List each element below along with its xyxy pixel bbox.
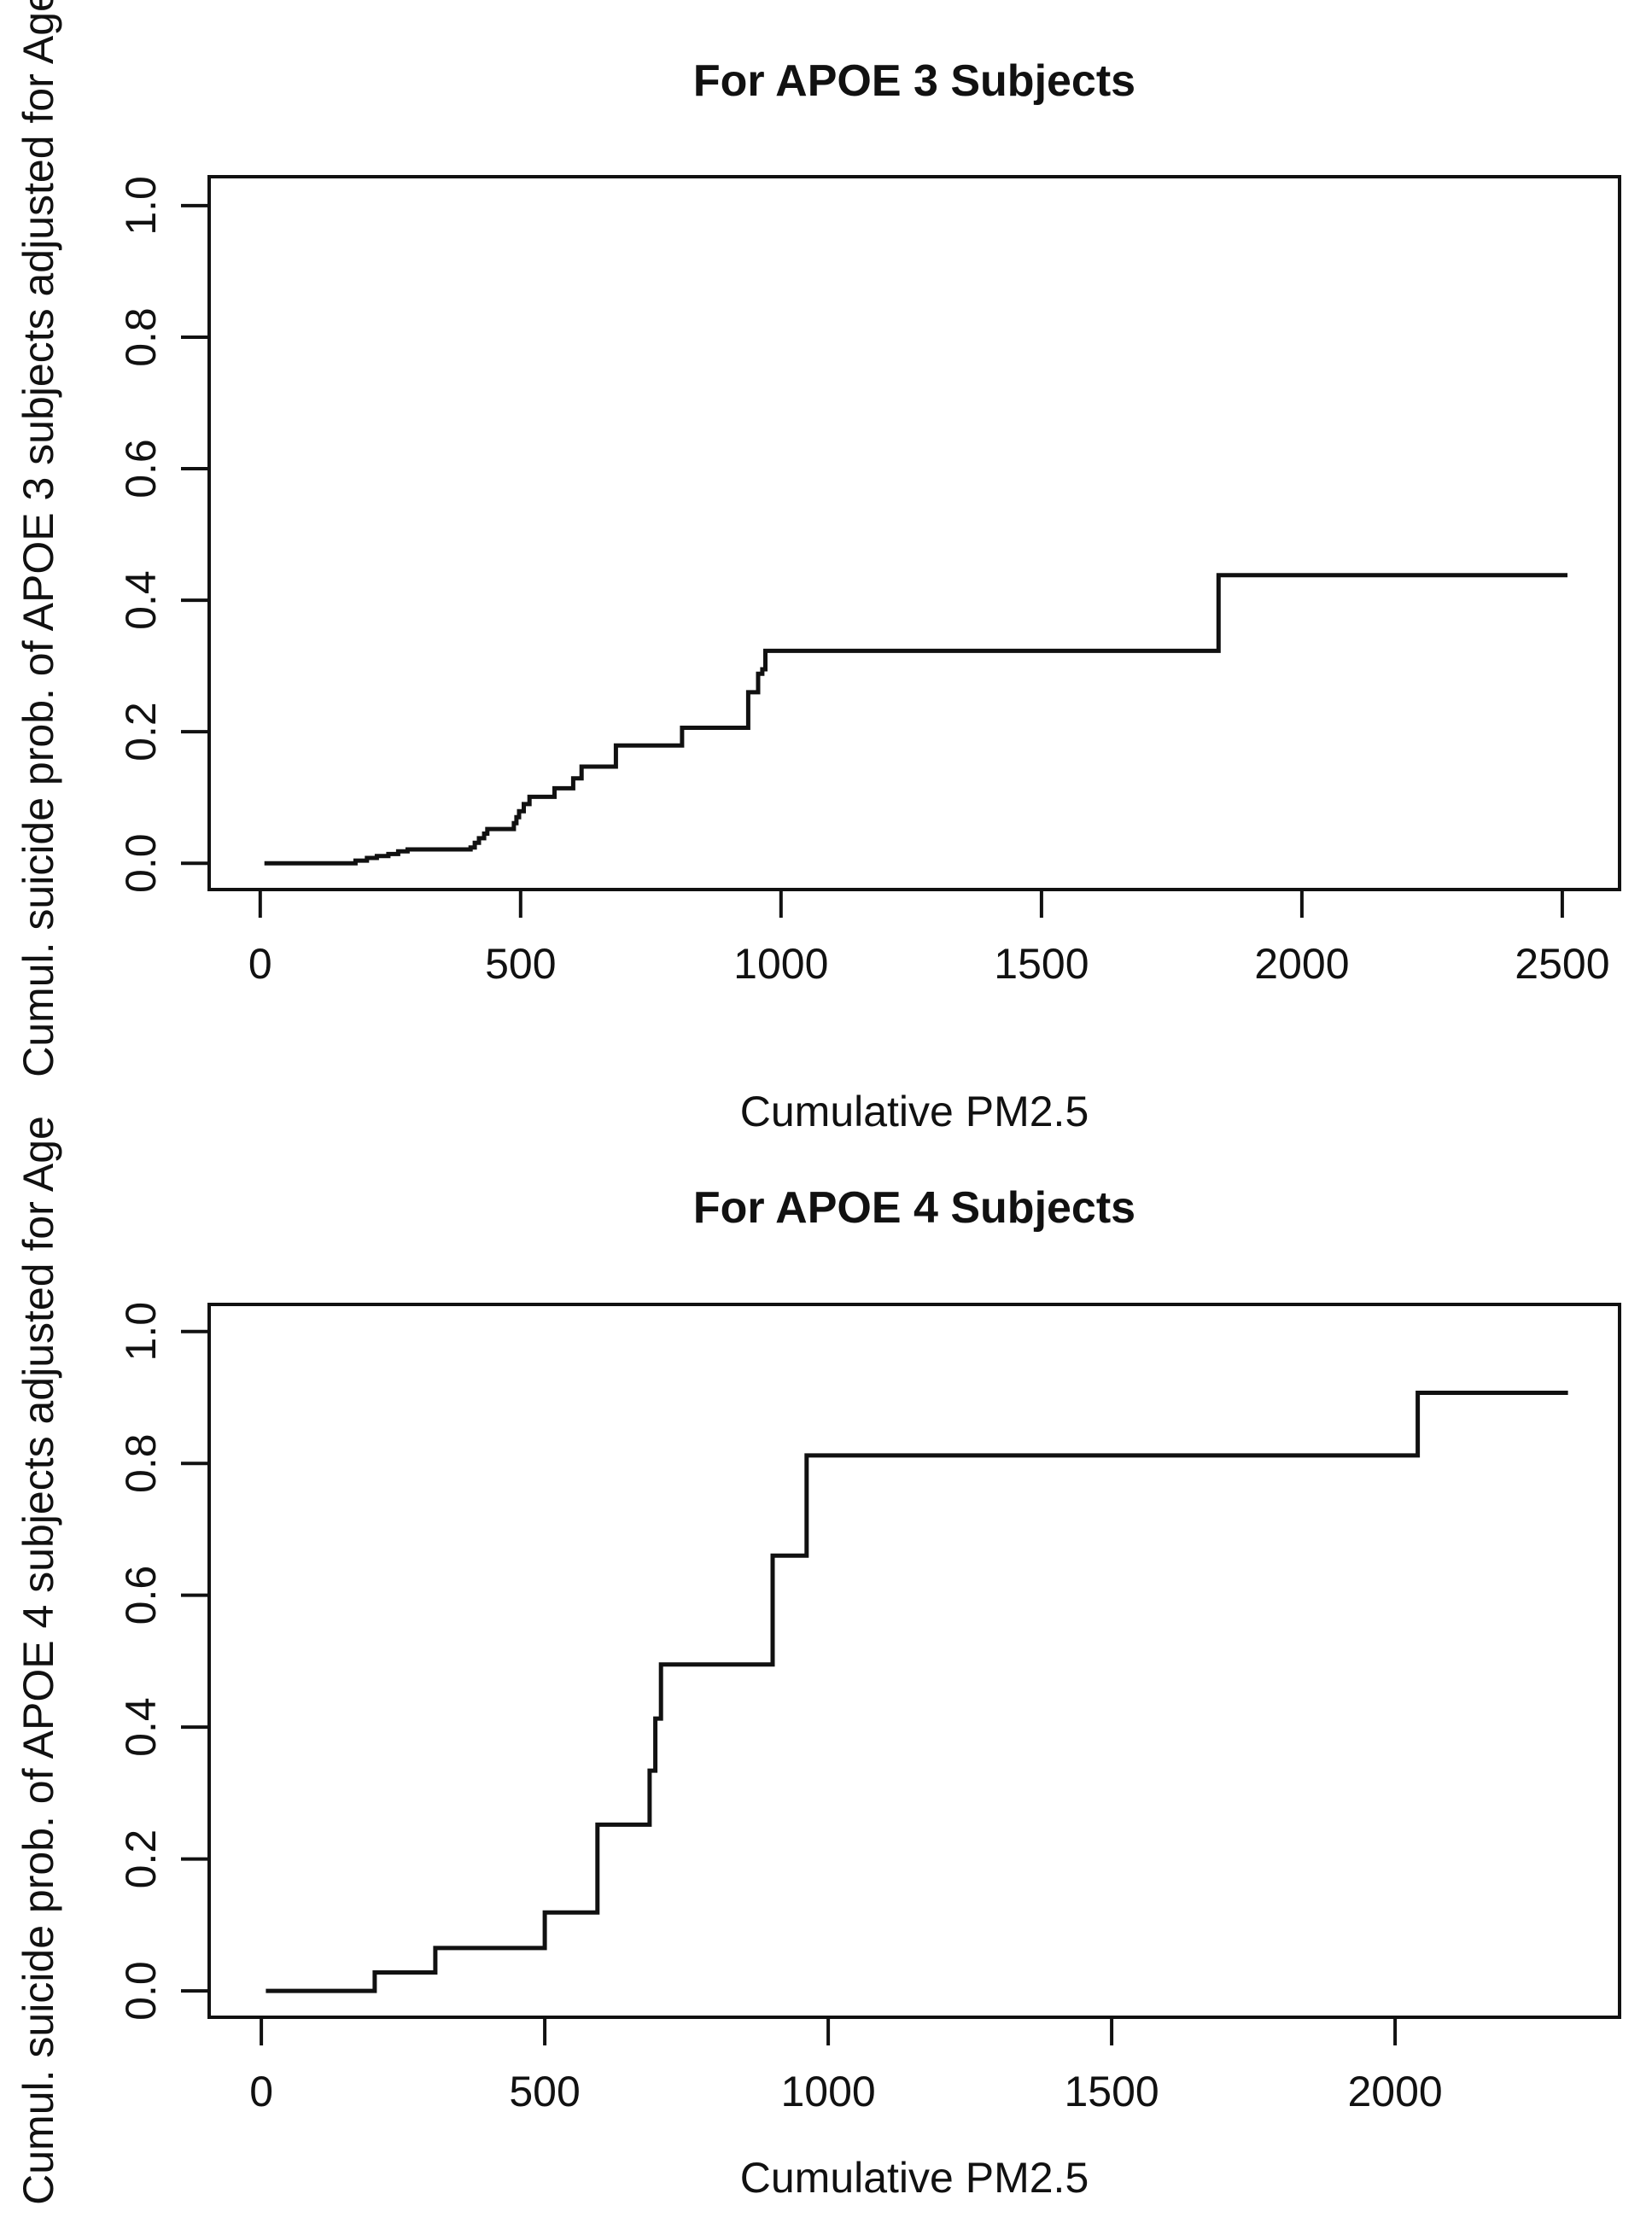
step-curve-apoe3 [264,573,1567,866]
y-axis-label-apoe4: Cumul. suicide prob. of APOE 4 subjects … [15,1116,62,2205]
y-tick-label: 0.2 [117,702,165,761]
y-tick-label: 0.8 [117,1433,165,1493]
x-axis-ticks-apoe3: 0 500 1000 1500 2000 2500 [248,890,1610,988]
x-tick-label: 1000 [733,940,828,988]
y-tick-label: 0.0 [117,833,165,893]
apoe4-chart: For APOE 4 Subjects Cumulative PM2.5 Cum… [15,1116,1621,2205]
chart-title-apoe3: For APOE 3 Subjects [693,56,1135,106]
x-axis-label-apoe4: Cumulative PM2.5 [740,2154,1089,2202]
y-tick-label: 1.0 [117,176,165,236]
y-tick-label: 0.2 [117,1829,165,1889]
plot-box-apoe3 [207,175,1621,891]
x-tick-label: 1500 [994,940,1089,988]
y-axis-ticks-apoe3: 0.0 0.2 0.4 0.6 0.8 1.0 [117,176,209,893]
step-curve-apoe4 [266,1391,1568,1993]
x-tick-label: 1500 [1064,2068,1159,2115]
x-tick-label: 1000 [780,2068,875,2115]
x-tick-label: 2500 [1515,940,1609,988]
y-axis-ticks-apoe4: 0.0 0.2 0.4 0.6 0.8 1.0 [117,1302,209,2021]
chart-title-apoe4: For APOE 4 Subjects [693,1183,1135,1233]
x-tick-label: 2000 [1254,940,1349,988]
x-axis-ticks-apoe4: 0 500 1000 1500 2000 [249,2017,1443,2115]
x-axis-label-apoe3: Cumulative PM2.5 [740,1088,1089,1135]
y-tick-label: 0.6 [117,1566,165,1625]
y-tick-label: 0.4 [117,570,165,630]
x-tick-label: 500 [509,2068,580,2115]
y-tick-label: 0.0 [117,1961,165,2021]
y-tick-label: 0.6 [117,439,165,499]
y-axis-label-apoe3: Cumul. suicide prob. of APOE 3 subjects … [15,0,62,1077]
x-tick-label: 2000 [1347,2068,1442,2115]
y-tick-label: 0.8 [117,307,165,367]
x-tick-label: 0 [249,2068,273,2115]
x-tick-label: 500 [485,940,556,988]
y-tick-label: 1.0 [117,1302,165,1362]
apoe3-chart: For APOE 3 Subjects Cumulative PM2.5 Cum… [15,0,1621,1135]
y-tick-label: 0.4 [117,1697,165,1757]
plot-box-apoe4 [207,1303,1621,2019]
x-tick-label: 0 [248,940,272,988]
